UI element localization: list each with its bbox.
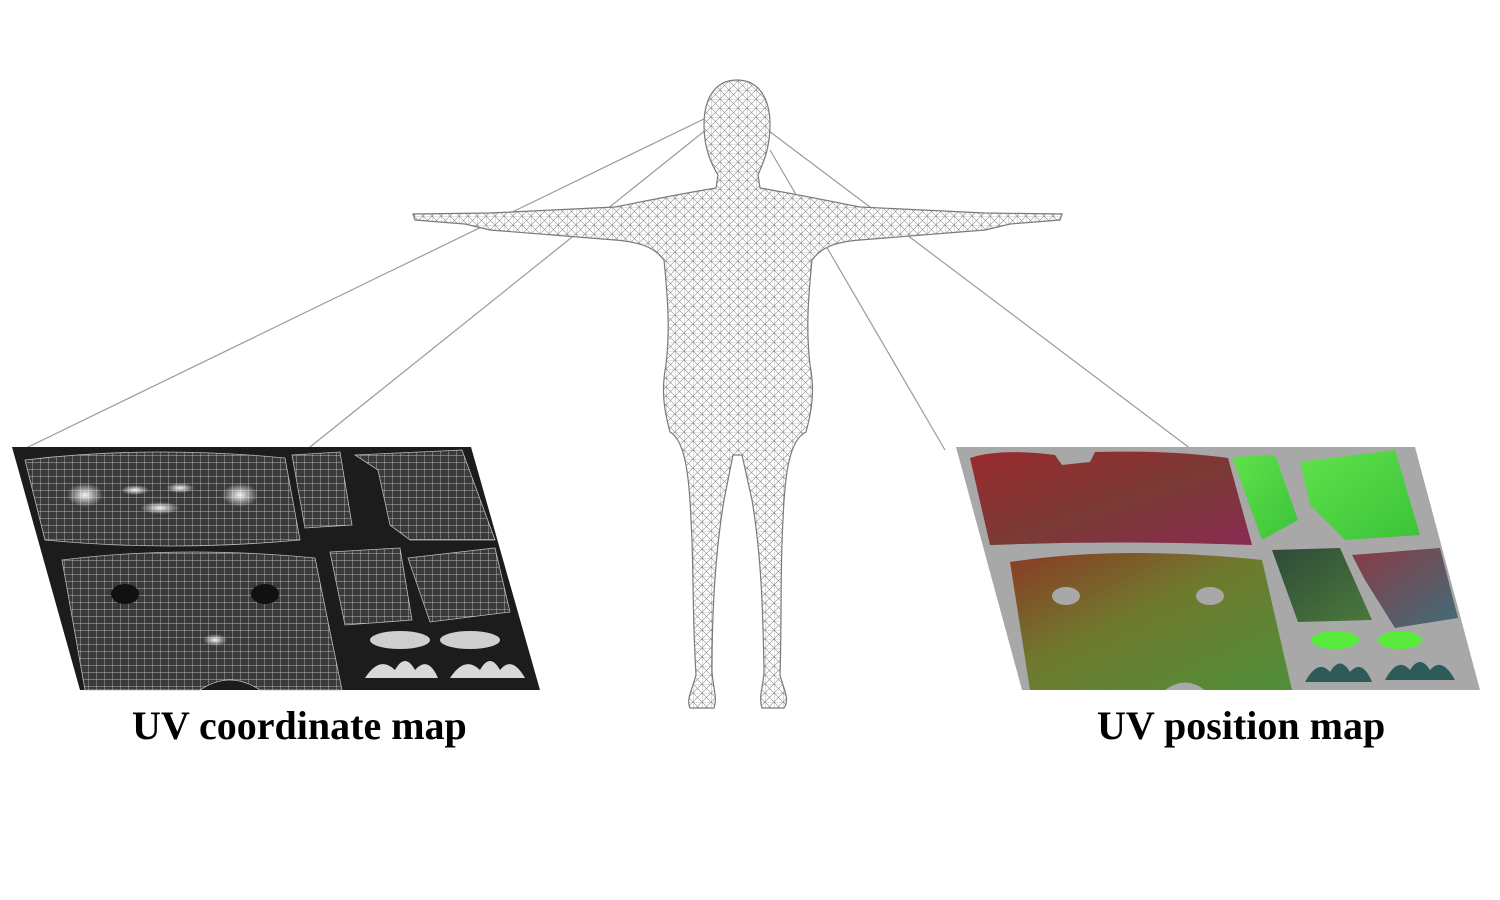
body-silhouette [412,79,1063,709]
uv-coordinate-map [12,447,540,691]
connector-lines [21,117,1196,456]
uv-coordinate-map-caption: UV coordinate map [132,703,467,748]
human-body-mesh [412,79,1063,709]
uv-position-map [956,447,1480,690]
uv-position-map-caption: UV position map [1097,703,1386,748]
